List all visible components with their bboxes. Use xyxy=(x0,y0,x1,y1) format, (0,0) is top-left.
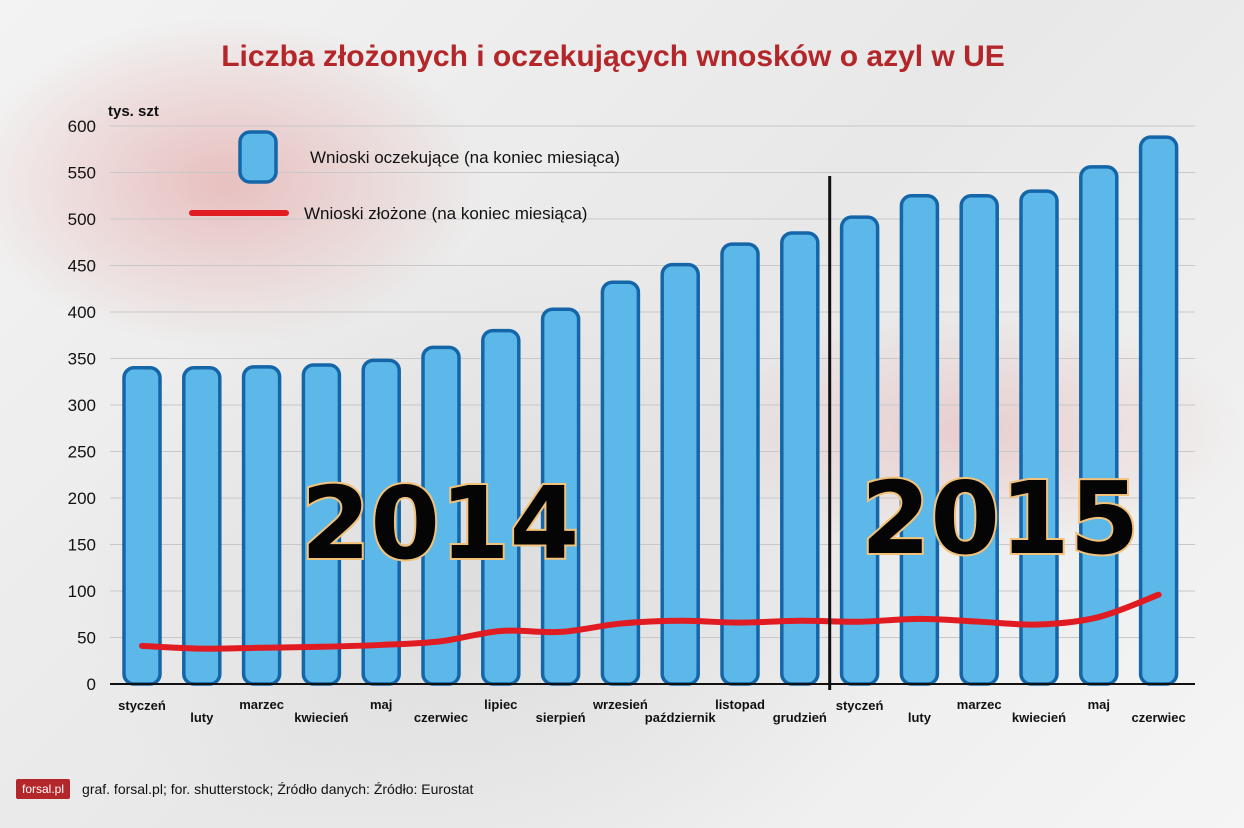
x-tick-label: lipiec xyxy=(484,697,517,712)
bar-pending xyxy=(122,366,162,686)
y-tick-label: 500 xyxy=(68,210,96,229)
bar-pending xyxy=(182,366,222,686)
x-tick-label: październik xyxy=(645,710,717,725)
y-tick-label: 150 xyxy=(68,536,96,555)
bar-pending xyxy=(899,194,940,686)
gridlines xyxy=(110,125,1195,638)
x-tick-label: maj xyxy=(370,697,392,712)
x-tick-label: marzec xyxy=(239,697,284,712)
x-tick-label: luty xyxy=(190,710,214,725)
year-label-2014: 2014 xyxy=(301,465,579,582)
legend: Wnioski oczekujące (na koniec miesiąca) … xyxy=(189,130,620,223)
y-tick-label: 350 xyxy=(68,350,96,369)
forsal-logo[interactable]: forsal.pl xyxy=(16,779,71,799)
x-tick-label: styczeń xyxy=(118,698,166,713)
y-tick-label: 0 xyxy=(87,675,96,694)
line-submitted xyxy=(139,591,1162,652)
x-tick-label: kwiecień xyxy=(1012,710,1066,725)
legend-bar-swatch xyxy=(238,130,278,184)
chart-title: Liczba złożonych i oczekujących wnosków … xyxy=(221,40,1005,73)
footer: forsal.pl graf. forsal.pl; for. shutters… xyxy=(16,779,473,799)
bar-pending xyxy=(241,365,282,686)
y-tick-label: 250 xyxy=(68,443,96,462)
y-tick-label: 100 xyxy=(68,582,96,601)
x-tick-label: maj xyxy=(1088,697,1110,712)
x-tick-label: czerwiec xyxy=(1131,710,1185,725)
x-tick-label: listopad xyxy=(715,697,765,712)
x-tick-label: styczeń xyxy=(836,698,884,713)
y-axis-ticks: 0 50 100 150 200 250 300 350 400 450 500 550 600 xyxy=(68,117,96,694)
bar-pending xyxy=(839,215,880,686)
x-tick-label: marzec xyxy=(957,697,1002,712)
y-tick-label: 600 xyxy=(68,117,96,136)
bar-pending xyxy=(1079,165,1119,686)
x-tick-label: sierpień xyxy=(536,710,586,725)
x-tick-label: czerwiec xyxy=(414,710,468,725)
y-tick-label: 200 xyxy=(68,489,96,508)
y-tick-label: 300 xyxy=(68,396,96,415)
legend-label-submitted: Wnioski złożone (na koniec miesiąca) xyxy=(304,204,587,223)
bar-pending xyxy=(959,194,999,686)
y-axis-unit: tys. szt xyxy=(108,103,159,120)
bar-pending xyxy=(720,242,760,686)
x-tick-label: grudzień xyxy=(773,710,827,725)
legend-label-pending: Wnioski oczekujące (na koniec miesiąca) xyxy=(310,148,620,167)
x-tick-label: luty xyxy=(908,710,932,725)
source-credits: graf. forsal.pl; for. shutterstock; Źród… xyxy=(82,781,474,797)
x-tick-label: kwiecień xyxy=(294,710,348,725)
y-tick-label: 550 xyxy=(68,164,96,183)
line-series-path xyxy=(139,591,1162,652)
y-tick-label: 450 xyxy=(68,257,96,276)
bar-pending xyxy=(780,231,820,686)
bar-pending xyxy=(1019,189,1059,686)
x-axis-ticks: styczeń luty marzec kwiecień maj czerwiec lipi… xyxy=(118,697,1186,725)
x-tick-label: wrzesień xyxy=(592,697,648,712)
year-label-2015: 2015 xyxy=(861,460,1139,577)
y-tick-label: 50 xyxy=(77,629,96,648)
y-tick-label: 400 xyxy=(68,303,96,322)
